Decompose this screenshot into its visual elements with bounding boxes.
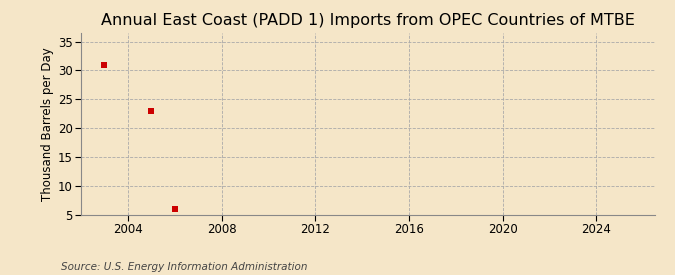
Text: Source: U.S. Energy Information Administration: Source: U.S. Energy Information Administ… (61, 262, 307, 272)
Title: Annual East Coast (PADD 1) Imports from OPEC Countries of MTBE: Annual East Coast (PADD 1) Imports from … (101, 13, 634, 28)
Y-axis label: Thousand Barrels per Day: Thousand Barrels per Day (40, 47, 53, 201)
